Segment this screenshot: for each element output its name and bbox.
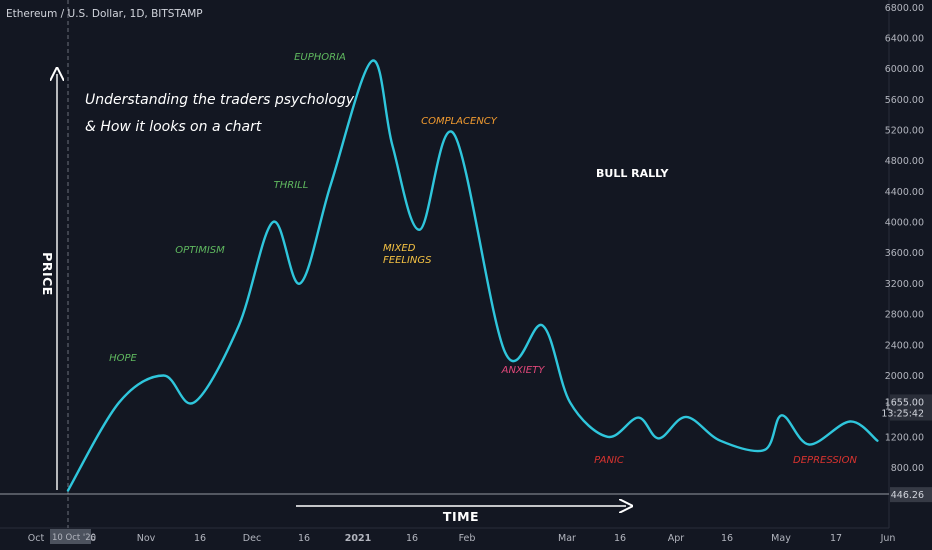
data-point	[658, 437, 660, 439]
time-tick-label: Mar	[558, 533, 576, 544]
data-point	[876, 440, 878, 442]
price-tick-label: 2000.00	[885, 371, 924, 382]
time-tick-label: Feb	[459, 533, 476, 544]
time-tick-label: 16	[721, 533, 733, 544]
price-tick-label: 2800.00	[885, 310, 924, 321]
data-point	[118, 401, 120, 403]
data-point	[719, 440, 721, 442]
data-point	[685, 416, 687, 418]
data-point	[330, 183, 332, 185]
data-point	[764, 449, 766, 451]
price-tag-timer	[890, 405, 932, 421]
crosshair-date-tag	[50, 529, 91, 544]
data-point	[849, 420, 851, 422]
data-point	[238, 324, 240, 326]
data-point	[162, 374, 164, 376]
phase-label-panic: PANIC	[594, 455, 624, 466]
phase-label-depression: DEPRESSION	[793, 455, 857, 466]
data-point	[371, 60, 373, 62]
data-point	[542, 324, 544, 326]
data-point	[299, 282, 301, 284]
time-tick-label: 16	[194, 533, 206, 544]
phase-label-hope: HOPE	[109, 353, 137, 364]
price-tick-label: 4000.00	[885, 218, 924, 229]
time-tick-label: Oct	[28, 533, 45, 544]
phase-label-thrill: THRILL	[274, 180, 309, 191]
data-point	[504, 351, 506, 353]
phase-labels: HOPE OPTIMISM THRILL EUPHORIA MIXED FEELINGS C…	[109, 52, 857, 466]
data-point	[391, 144, 393, 146]
data-point	[808, 443, 810, 445]
price-tick-label: 3600.00	[885, 248, 924, 259]
price-tick-label: 6000.00	[885, 64, 924, 75]
crosshair-date-label: 10 Oct '20	[52, 533, 96, 543]
time-tick-label: Dec	[243, 533, 261, 544]
price-tick-label: 1200.00	[885, 432, 924, 443]
phase-label-complacency: COMPLACENCY	[421, 116, 498, 127]
note-line-1: Understanding the traders psychology	[85, 92, 355, 108]
price-tag-label: 446.26	[891, 490, 924, 501]
data-point	[67, 489, 69, 491]
time-tick-label: May	[771, 533, 791, 544]
time-tick-label: 17	[830, 533, 842, 544]
note-line-2: & How it looks on a chart	[85, 119, 262, 135]
time-tick-label: 16	[614, 533, 626, 544]
price-curve	[66, 59, 879, 492]
time-axis-label: TIME	[443, 509, 479, 524]
phase-label-euphoria: EUPHORIA	[294, 52, 346, 63]
price-tag-label: 13:25:42	[881, 409, 924, 420]
price-tick-label: 2400.00	[885, 340, 924, 351]
price-tick-label: 5600.00	[885, 95, 924, 106]
data-point	[569, 401, 571, 403]
time-tick-label: 16	[298, 533, 310, 544]
data-point	[637, 416, 639, 418]
phase-label-mixed-feelings: MIXED FEELINGS	[383, 243, 432, 266]
price-tick-label: 800.00	[891, 463, 924, 474]
data-point	[193, 401, 195, 403]
price-tick-label: 6800.00	[885, 3, 924, 14]
time-tick-label: 16	[406, 533, 418, 544]
time-tick-label: Jun	[880, 533, 896, 544]
price-scale[interactable]: 6800.00 6400.00 6000.00 5600.00 5200.00 4800.…	[885, 3, 924, 474]
time-tick-label: Nov	[137, 533, 156, 544]
data-point	[453, 133, 455, 135]
symbol-header[interactable]: Ethereum / U.S. Dollar, 1D, BITSTAMP	[6, 8, 203, 20]
price-tick-label: 4800.00	[885, 156, 924, 167]
price-tick-label: 4400.00	[885, 187, 924, 198]
data-point	[606, 436, 608, 438]
price-axis-label: PRICE	[40, 252, 55, 296]
data-point	[419, 229, 421, 231]
price-tag-hline	[890, 487, 932, 503]
price-tag-label: 1655.00	[885, 397, 924, 408]
time-tick-label: 2021	[345, 533, 371, 544]
data-point	[781, 414, 783, 416]
phase-label-optimism: OPTIMISM	[175, 245, 225, 256]
phase-label-anxiety: ANXIETY	[501, 365, 546, 376]
price-tick-label: 5200.00	[885, 126, 924, 137]
data-point	[272, 221, 274, 223]
time-tick-label: Apr	[668, 533, 685, 544]
price-tick-label: 3200.00	[885, 279, 924, 290]
time-scale[interactable]: Oct16Nov16Dec16202116FebMar16Apr16May17J…	[28, 533, 896, 544]
bull-rally-label: BULL RALLY	[596, 167, 669, 180]
price-tick-label: 6400.00	[885, 33, 924, 44]
